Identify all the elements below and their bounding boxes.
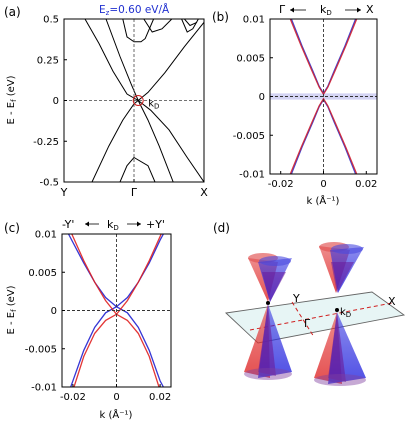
y-tick-label: -0.005	[233, 131, 265, 142]
band-lines	[84, 19, 204, 182]
y-tick-label: 0.01	[35, 230, 57, 241]
band-line	[137, 100, 174, 182]
panel-label-c: (c)	[4, 221, 20, 235]
cone-overlap	[328, 312, 346, 382]
top-left-label: Γ	[279, 3, 286, 16]
panel-d-diagram: Y X Γ kD	[225, 242, 406, 386]
x-ticks: -0.02 0 0.02	[268, 171, 377, 190]
top-right-label: X	[366, 3, 374, 16]
x-axis-label: k (Å⁻¹)	[100, 408, 133, 421]
band-line	[119, 156, 156, 182]
label-kd: kD	[340, 307, 351, 319]
y-axis-label: E - Ef (eV)	[6, 75, 18, 124]
y-tick-label: 0	[51, 306, 57, 317]
top-mid-label: kD	[107, 218, 119, 232]
band-line	[91, 100, 139, 182]
x-tick-label: -0.02	[60, 392, 86, 403]
y-tick-label: 0.005	[28, 268, 57, 279]
panel-label-b: (b)	[212, 10, 229, 24]
band-line	[122, 19, 155, 43]
band-line	[137, 21, 204, 101]
field-annotation: Ez=0.60 eV/Å	[99, 3, 170, 17]
kd-label: kD	[148, 99, 159, 111]
x-tick-label: X	[200, 186, 208, 199]
y-axis-label: E - Ef (eV)	[6, 285, 18, 334]
top-right-label: +Y'	[146, 218, 165, 231]
band-line	[289, 97, 358, 174]
panel-a: Ez=0.60 eV/Å kD 0.5 0.25 0 -0.25 -0.5 Y Γ X E …	[6, 3, 208, 199]
x-tick-label: Y	[60, 186, 68, 199]
cone-rim	[314, 374, 366, 386]
arrow-right-head	[137, 221, 141, 227]
band-line	[137, 100, 204, 182]
band-line	[70, 234, 164, 387]
y-tick-label: 0	[53, 96, 59, 107]
y-tick-label: 0	[259, 92, 265, 103]
cone-overlap	[258, 304, 276, 376]
y-tick-label: -0.01	[31, 383, 57, 394]
band-line	[143, 19, 173, 33]
y-tick-label: -0.25	[33, 137, 59, 148]
panel-label-d: (d)	[213, 221, 230, 235]
y-ticks: 0.5 0.25 0 -0.25 -0.5	[33, 15, 67, 189]
cone-rim	[259, 256, 291, 266]
y-tick-label: -0.005	[25, 344, 57, 355]
panel-label-a: (a)	[4, 5, 21, 19]
label-X: X	[388, 295, 396, 308]
x-tick-label: -0.02	[268, 179, 294, 190]
label-Y: Y	[292, 292, 300, 305]
x-tick-label: Γ	[131, 186, 138, 199]
y-tick-label: 0.25	[37, 55, 59, 66]
dirac-point-right	[335, 308, 339, 312]
arrow-left-head	[85, 221, 89, 227]
arrow-left-head	[290, 7, 294, 13]
cone-overlap	[331, 262, 354, 293]
band-line	[105, 19, 139, 101]
y-ticks: 0.01 0.005 0 -0.005 -0.01	[233, 15, 273, 181]
y-ticks: 0.01 0.005 0 -0.005 -0.01	[25, 230, 65, 394]
x-ticks: -0.02 0 0.02	[60, 384, 171, 403]
dirac-point-marker	[132, 95, 144, 106]
cone-rim	[244, 368, 292, 380]
top-mid-label: kD	[320, 3, 332, 17]
x-tick-label: 0	[320, 179, 326, 190]
y-tick-label: 0.5	[43, 15, 59, 26]
cone-overlap	[262, 272, 286, 302]
y-tick-label: -0.5	[39, 178, 59, 189]
y-tick-label: 0.01	[243, 15, 265, 26]
dirac-point-left	[266, 301, 270, 305]
band-line	[181, 19, 199, 33]
x-tick-label: 0.02	[149, 392, 171, 403]
y-tick-label: -0.01	[239, 170, 265, 181]
y-tick-label: 0.005	[236, 53, 265, 64]
x-tick-label: 0.02	[355, 179, 377, 190]
band-line	[184, 19, 198, 27]
band-line	[84, 19, 139, 101]
label-gamma: Γ	[304, 317, 311, 330]
top-left-label: -Y'	[62, 218, 74, 231]
arrow-right-head	[357, 7, 361, 13]
x-axis-label: k (Å⁻¹)	[307, 194, 340, 207]
cone-rim	[331, 244, 363, 254]
x-tick-label: 0	[113, 392, 119, 403]
